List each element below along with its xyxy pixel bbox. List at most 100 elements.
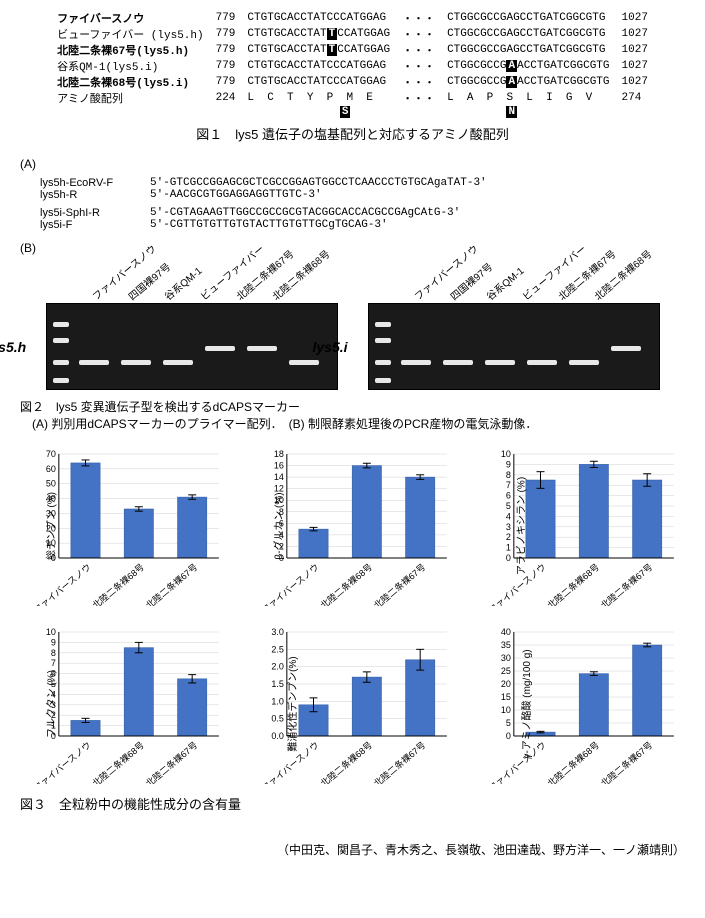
seq-name: アミノ酸配列 — [51, 90, 210, 106]
svg-text:5: 5 — [506, 718, 511, 728]
sample-band — [611, 346, 641, 351]
svg-text:30: 30 — [501, 653, 511, 663]
seq-right: CTGGCGCCGAGCCTGATCGGCGTG — [441, 26, 615, 42]
charts-grid: 総デンプン (%)010203040506070ファイバースノウ北陸二条裸68号… — [20, 446, 685, 784]
seq-left: L C T Y P M E — [241, 90, 396, 106]
svg-text:10: 10 — [501, 449, 511, 459]
chart-xcat: ファイバースノウ — [32, 562, 93, 606]
seq-start: 779 — [210, 74, 242, 90]
ladder-band — [375, 322, 391, 327]
fig3-caption: 図３ 全粒粉中の機能性成分の含有量 — [20, 794, 685, 813]
seq-left: CTGTGCACCTATTCCATGGAG — [241, 42, 396, 58]
seq-end: 1027 — [616, 10, 654, 26]
seq-end: 274 — [616, 90, 654, 106]
svg-text:9: 9 — [51, 637, 56, 647]
seq-row: アミノ酸配列224L C T Y P M E・・・L A P S L I G V… — [51, 90, 654, 106]
svg-text:0.5: 0.5 — [271, 714, 284, 724]
svg-text:14: 14 — [273, 472, 283, 482]
bar-chart: 難消化性デンプン(%)0.00.51.01.52.02.53.0ファイバースノウ… — [248, 624, 458, 784]
svg-text:18: 18 — [273, 449, 283, 459]
chart-svg: 0.00.51.01.52.02.53.0ファイバースノウ北陸二条裸68号北陸二… — [248, 624, 458, 784]
seq-row: 谷系QM-1(lys5.i)779CTGTGCACCTATCCCATGGAG・・… — [51, 58, 654, 74]
sample-band — [247, 346, 277, 351]
sample-band — [121, 360, 151, 365]
svg-text:0.0: 0.0 — [271, 731, 284, 741]
bar-chart: β-グルカン (%)024681012141618ファイバースノウ北陸二条裸68… — [248, 446, 458, 606]
bar — [71, 463, 100, 558]
mutation-box: A — [506, 60, 517, 72]
sample-band — [163, 360, 193, 365]
sequence-alignment-table: ファイバースノウ779CTGTGCACCTATCCCATGGAG・・・CTGGC… — [51, 10, 654, 118]
seq-right: CTGGCGCCGAGCCTGATCGGCGTG — [441, 42, 615, 58]
chart-ylabel: フルクタン (%) — [42, 670, 57, 738]
svg-text:25: 25 — [501, 666, 511, 676]
mutation-box: A — [506, 76, 517, 88]
seq-end: 1027 — [616, 74, 654, 90]
bar — [526, 480, 555, 558]
sample-band — [401, 360, 431, 365]
svg-text:6: 6 — [506, 491, 511, 501]
chart-xcat: 北陸二条裸68号 — [90, 561, 146, 606]
seq-right: L A P S L I G V — [441, 90, 615, 106]
seq-name: 北陸二条裸67号(lys5.h) — [51, 42, 210, 58]
gel-lane-labels: ファイバースノウ四国裸97号谷系QM-1ビューファイバー北陸二条裸67号北陸二条… — [72, 259, 338, 303]
svg-text:10: 10 — [46, 627, 56, 637]
mutation-box: T — [327, 28, 338, 40]
chart-ylabel: 難消化性デンプン(%) — [284, 656, 299, 751]
seq-name: 谷系QM-1(lys5.i) — [51, 58, 210, 74]
seq-row: ビューファイバー (lys5.h)779CTGTGCACCTATTCCATGGA… — [51, 26, 654, 42]
seq-row: ファイバースノウ779CTGTGCACCTATCCCATGGAG・・・CTGGC… — [51, 10, 654, 26]
seq-name: 北陸二条裸68号(lys5.i) — [51, 74, 210, 90]
primer-row: lys5i-F5'-CGTTGTGTTGTGTACTTGTGTTGCgTGCAG… — [40, 219, 685, 231]
bar — [124, 648, 153, 736]
chart-xcat: ファイバースノウ — [32, 740, 93, 784]
sample-band — [485, 360, 515, 365]
seq-start: 779 — [210, 58, 242, 74]
svg-text:15: 15 — [501, 692, 511, 702]
mutation-box: T — [327, 44, 338, 56]
ladder-band — [53, 360, 69, 365]
sample-band — [289, 360, 319, 365]
chart-svg: 012345678910ファイバースノウ北陸二条裸68号北陸二条裸67号 — [475, 446, 685, 606]
svg-text:8: 8 — [506, 470, 511, 480]
bar — [579, 464, 608, 558]
seq-left: CTGTGCACCTATCCCATGGAG — [241, 10, 396, 26]
bar — [405, 477, 434, 558]
svg-text:1.0: 1.0 — [271, 696, 284, 706]
sample-band — [205, 346, 235, 351]
svg-text:35: 35 — [501, 640, 511, 650]
fig2-title: 図２ lys5 変異遺伝子型を検出するdCAPSマーカー — [20, 400, 300, 414]
bar-chart: γ-アミノ酪酸 (mg/100 g)0510152025303540ファイバース… — [475, 624, 685, 784]
seq-start: 224 — [210, 90, 242, 106]
chart-xcat: 北陸二条裸67号 — [599, 561, 655, 606]
bar-chart: 総デンプン (%)010203040506070ファイバースノウ北陸二条裸68号… — [20, 446, 230, 606]
bar — [405, 660, 434, 736]
seq-row: 北陸二条裸68号(lys5.i)779CTGTGCACCTATCCCATGGAG… — [51, 74, 654, 90]
bar — [177, 497, 206, 558]
panel-a-label: (A) — [20, 157, 695, 171]
seq-row: 北陸二条裸67号(lys5.h)779CTGTGCACCTATTCCATGGAG… — [51, 42, 654, 58]
primer-seq: 5'-CGTTGTGTTGTGTACTTGTGTTGCgTGCAG-3' — [150, 219, 388, 231]
svg-text:8: 8 — [51, 648, 56, 658]
ellipsis: ・・・ — [396, 42, 441, 58]
seq-right: CTGGCGCCGAGCCTGATCGGCGTG — [441, 10, 615, 26]
chart-xcat: 北陸二条裸67号 — [371, 561, 427, 606]
sample-band — [569, 360, 599, 365]
chart-xcat: ファイバースノウ — [259, 562, 320, 606]
bar — [124, 509, 153, 558]
gel-title: lys5.h — [0, 339, 26, 355]
primer-seq: 5'-CGTAGAAGTTGGCCGCCGCGTACGGCACCACGCCGAg… — [150, 207, 460, 219]
svg-text:20: 20 — [501, 679, 511, 689]
chart-ylabel: アラビノキシラン (%) — [513, 477, 528, 575]
primer-name: lys5h-EcoRV-F — [40, 177, 150, 189]
chart-ylabel: 総デンプン (%) — [43, 492, 58, 560]
seq-left: CTGTGCACCTATCCCATGGAG — [241, 58, 396, 74]
gel-image: lys5.h — [46, 303, 338, 390]
primer-row: lys5h-R5'-AACGCGTGGAGGAGGTTGTC-3' — [40, 189, 685, 201]
svg-text:1.5: 1.5 — [271, 679, 284, 689]
chart-xcat: 北陸二条裸67号 — [143, 561, 199, 606]
svg-text:3.0: 3.0 — [271, 627, 284, 637]
primer-row: lys5i-SphI-R5'-CGTAGAAGTTGGCCGCCGCGTACGG… — [40, 207, 685, 219]
fig1-caption: 図１ lys5 遺伝子の塩基配列と対応するアミノ酸配列 — [10, 124, 695, 143]
gel-image: lys5.i — [368, 303, 660, 390]
